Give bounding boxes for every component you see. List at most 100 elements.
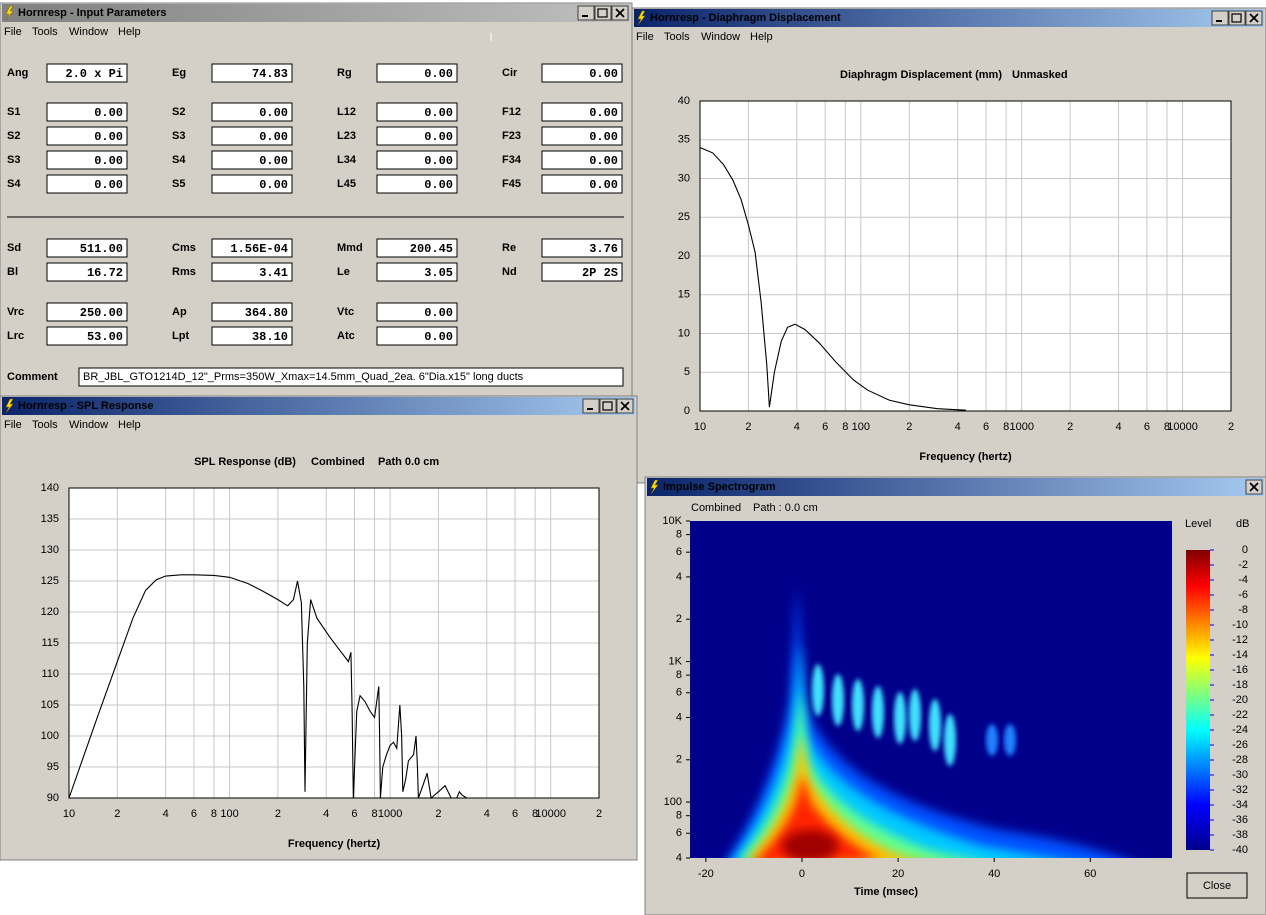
field-label: S5 (172, 178, 185, 190)
menu-item[interactable]: Tools (32, 26, 58, 38)
text-field[interactable] (46, 174, 128, 194)
comment-field[interactable] (78, 367, 624, 387)
y-tick-label: 10 (678, 327, 690, 339)
text-field[interactable] (211, 262, 293, 282)
menu-item[interactable]: Window (69, 419, 108, 431)
y-tick-label: 1K (669, 655, 683, 667)
text-field[interactable] (46, 63, 128, 83)
x-tick-label: -20 (698, 868, 714, 880)
x-tick-label: 8 (532, 808, 538, 820)
text-field[interactable] (376, 126, 458, 146)
menu-item[interactable]: Help (118, 26, 141, 38)
text-field[interactable] (541, 150, 623, 170)
text-field[interactable] (46, 150, 128, 170)
colorbar-tick-label: -40 (1232, 844, 1248, 856)
text-field[interactable] (541, 262, 623, 282)
button-glyph (602, 401, 613, 411)
colorbar-tick-label: -32 (1232, 784, 1248, 796)
text-field[interactable] (376, 262, 458, 282)
line (68, 574, 599, 800)
colorbar-tick-label: -4 (1238, 574, 1248, 586)
text-field[interactable] (376, 174, 458, 194)
menu-item[interactable]: Tools (664, 31, 690, 43)
close-button[interactable] (1186, 872, 1248, 899)
colorbar-tick-label: -6 (1238, 589, 1248, 601)
minimize-button[interactable] (1211, 10, 1229, 26)
app-icon (5, 398, 14, 414)
menu-item[interactable]: File (4, 26, 22, 38)
field-label: S3 (7, 154, 20, 166)
line (699, 146, 966, 411)
colorbar-tick-label: -34 (1232, 799, 1248, 811)
menu-item[interactable]: Help (750, 31, 773, 43)
y-tick-label: 120 (41, 606, 59, 618)
text-field[interactable] (541, 174, 623, 194)
y-tick-label: 140 (41, 482, 59, 494)
field-value: 511.00 (80, 242, 123, 256)
text-field[interactable] (46, 262, 128, 282)
button-glyph (1249, 482, 1259, 492)
text-field[interactable] (211, 63, 293, 83)
plot-border (699, 100, 1232, 412)
field-label: Rg (337, 67, 352, 79)
text-field[interactable] (376, 326, 458, 346)
field-value: 0.00 (94, 154, 123, 168)
y-tick-label: 0 (684, 405, 690, 417)
text-field[interactable] (46, 326, 128, 346)
text-field[interactable] (211, 150, 293, 170)
x-tick-label: 4 (794, 421, 800, 433)
text-field[interactable] (541, 126, 623, 146)
text-field[interactable] (46, 302, 128, 322)
x-tick-label: 8 (1003, 421, 1009, 433)
text-field[interactable] (211, 326, 293, 346)
x-tick-label: 10 (63, 808, 75, 820)
text-field[interactable] (376, 102, 458, 122)
y-tick-label: 30 (678, 172, 690, 184)
colorbar-tick-label: -16 (1232, 664, 1248, 676)
text-field[interactable] (46, 126, 128, 146)
text-field[interactable] (211, 302, 293, 322)
x-tick-label: 4 (484, 808, 490, 820)
text-field[interactable] (46, 102, 128, 122)
title-bar (2, 4, 630, 22)
title-bar (647, 478, 1264, 496)
text-field[interactable] (376, 150, 458, 170)
menu-item[interactable]: File (4, 419, 22, 431)
menu-item[interactable]: File (636, 31, 654, 43)
text-field[interactable] (46, 238, 128, 258)
field-value: 74.83 (252, 67, 288, 81)
text-field[interactable] (541, 102, 623, 122)
window: Hornresp - Input Parameters File Tools Wind… (0, 2, 633, 397)
x-tick-label: 6 (983, 421, 989, 433)
text-field[interactable] (211, 238, 293, 258)
field-label: Vtc (337, 306, 354, 318)
chart-subtitle: Unmasked (1012, 69, 1068, 81)
menu-item[interactable]: Window (69, 26, 108, 38)
text-field[interactable] (541, 238, 623, 258)
field-value: 0.00 (424, 67, 453, 81)
button-glyph (1249, 13, 1259, 23)
text-field[interactable] (376, 238, 458, 258)
colorbar-tick-label: -14 (1232, 649, 1248, 661)
y-tick-label: 130 (41, 544, 59, 556)
x-tick-label: 100 (852, 421, 870, 433)
text-field[interactable] (211, 174, 293, 194)
menu-item[interactable]: Window (701, 31, 740, 43)
minimize-button[interactable] (577, 5, 595, 21)
text-field[interactable] (211, 102, 293, 122)
minimize-button[interactable] (582, 398, 600, 414)
text-field[interactable] (376, 63, 458, 83)
text-field[interactable] (376, 302, 458, 322)
text-field[interactable] (211, 126, 293, 146)
y-tick-label: 6 (676, 687, 682, 699)
y-tick-label: 8 (676, 529, 682, 541)
y-tick-label: 4 (676, 711, 682, 723)
menu-item[interactable]: Help (118, 419, 141, 431)
field-value: 16.72 (87, 266, 123, 280)
title-bar (2, 397, 635, 415)
x-tick-label: 1000 (378, 808, 402, 820)
menu-item[interactable]: Tools (32, 419, 58, 431)
text-field[interactable] (541, 63, 623, 83)
field-label: Eg (172, 67, 186, 79)
